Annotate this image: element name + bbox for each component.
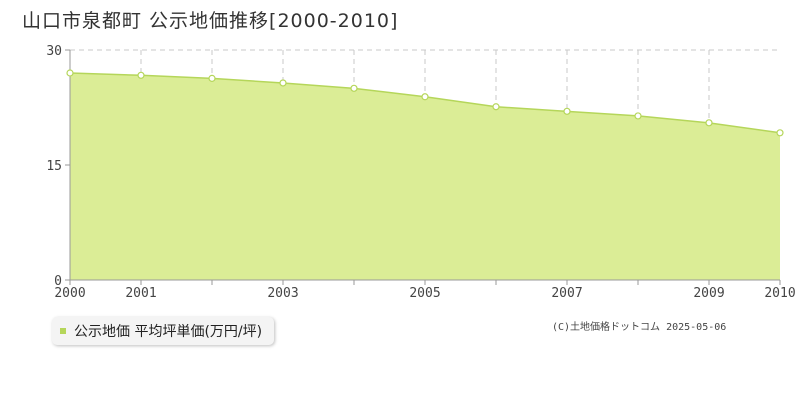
tick-labels: 0 15 30 2000 2001 2003 2005 2007 2009 2010	[46, 44, 795, 301]
data-point	[279, 79, 287, 87]
legend-swatch	[60, 328, 66, 334]
y-tick-label: 30	[46, 44, 62, 59]
x-tick-label: 2003	[267, 286, 298, 301]
x-tick-label: 2010	[764, 286, 795, 301]
data-markers	[66, 69, 784, 137]
data-point	[634, 112, 642, 120]
data-point	[776, 129, 784, 137]
data-point	[208, 74, 216, 82]
chart-canvas: 0 15 30 2000 2001 2003 2005 2007 2009 2010	[46, 44, 795, 301]
x-tick-label: 2005	[409, 286, 440, 301]
copyright-text: (C)土地価格ドットコム 2025-05-06	[552, 322, 727, 333]
area-fill	[70, 73, 780, 280]
y-tick-label: 15	[46, 159, 62, 174]
y-tick-label: 0	[54, 274, 62, 289]
data-point	[137, 71, 145, 79]
data-point	[492, 103, 500, 111]
chart-title: 山口市泉都町 公示地価推移[2000-2010]	[22, 10, 399, 32]
data-point	[350, 84, 358, 92]
area-series	[69, 72, 781, 280]
x-tick-label: 2009	[693, 286, 724, 301]
axes	[65, 49, 781, 285]
x-tick-label: 2001	[125, 286, 156, 301]
x-tick-label: 2007	[551, 286, 582, 301]
data-point	[705, 119, 713, 127]
data-point	[66, 69, 74, 77]
data-point	[421, 93, 429, 101]
data-point	[563, 107, 571, 115]
legend: 公示地価 平均坪単価(万円/坪)	[52, 317, 275, 345]
legend-label: 公示地価 平均坪単価(万円/坪)	[74, 324, 263, 340]
x-tick-label: 2000	[54, 286, 85, 301]
